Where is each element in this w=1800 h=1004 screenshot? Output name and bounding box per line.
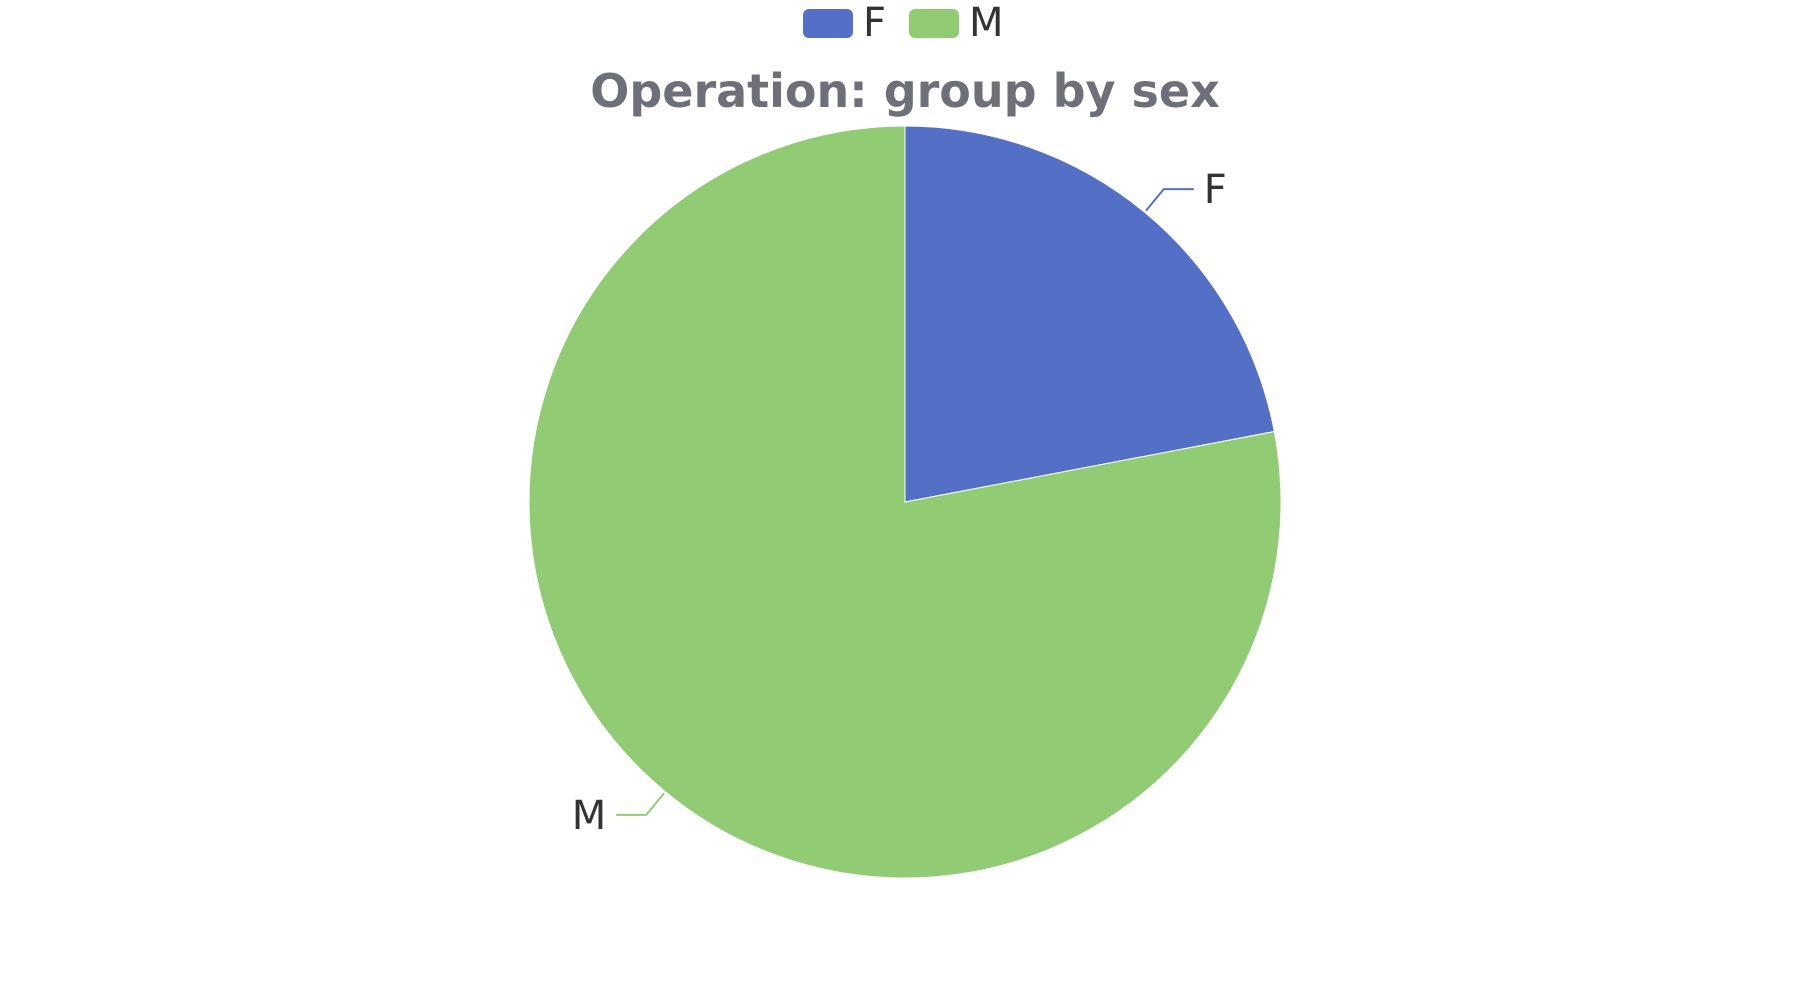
pie-label-leaders <box>616 188 1194 816</box>
legend-swatch-m[interactable] <box>909 9 959 38</box>
legend: F M <box>803 0 1004 46</box>
pie-slice-m[interactable] <box>528 125 1282 879</box>
chart-title: Operation: group by sex <box>590 64 1220 118</box>
pie-slice-labels: FM <box>572 167 1227 839</box>
pie-slice-f[interactable] <box>904 125 1275 503</box>
pie-leader-m <box>616 792 665 816</box>
pie-slices <box>528 125 1282 879</box>
pie-leader-f <box>1145 188 1194 212</box>
legend-label-m[interactable]: M <box>969 0 1004 46</box>
pie-slice-label-f: F <box>1204 167 1227 213</box>
legend-swatch-f[interactable] <box>803 9 853 38</box>
pie-slice-label-m: M <box>572 793 607 839</box>
legend-label-f[interactable]: F <box>863 0 886 46</box>
